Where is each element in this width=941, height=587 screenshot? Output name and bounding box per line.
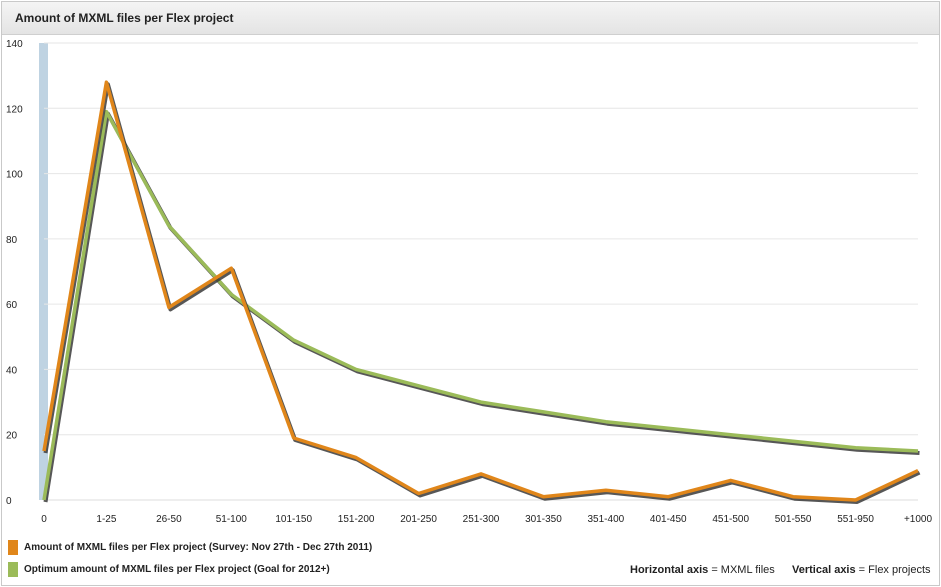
x-tick-label: +1000 bbox=[904, 514, 933, 525]
chart-legend: Amount of MXML files per Flex project (S… bbox=[8, 536, 372, 580]
y-tick-label: 60 bbox=[6, 300, 18, 311]
x-tick-label: 1-25 bbox=[96, 514, 116, 525]
legend-label-optimum: Optimum amount of MXML files per Flex pr… bbox=[24, 563, 330, 575]
y-tick-label: 100 bbox=[6, 170, 23, 181]
x-tick-label: 151-200 bbox=[338, 514, 375, 525]
x-tick-label: 51-100 bbox=[216, 514, 248, 525]
series-line-1 bbox=[42, 109, 919, 501]
x-tick-label: 501-550 bbox=[775, 514, 812, 525]
legend-swatch-survey bbox=[8, 539, 18, 555]
chart-header: Amount of MXML files per Flex project bbox=[2, 2, 939, 35]
x-tick-label: 101-150 bbox=[275, 514, 312, 525]
legend-label-survey: Amount of MXML files per Flex project (S… bbox=[24, 541, 373, 553]
y-tick-label: 0 bbox=[6, 496, 12, 507]
legend-item-optimum[interactable]: Optimum amount of MXML files per Flex pr… bbox=[8, 558, 372, 580]
x-tick-label: 401-450 bbox=[650, 514, 687, 525]
horizontal-axis-value: = MXML files bbox=[711, 564, 775, 576]
x-tick-label: 451-500 bbox=[712, 514, 749, 525]
vertical-axis-label: Vertical axis bbox=[792, 564, 856, 576]
horizontal-axis-note: Horizontal axis = MXML files bbox=[630, 564, 775, 576]
vertical-axis-value: = Flex projects bbox=[858, 564, 931, 576]
y-axis-bar bbox=[39, 43, 48, 500]
y-tick-label: 120 bbox=[6, 104, 23, 115]
y-tick-label: 140 bbox=[6, 39, 23, 50]
legend-swatch-optimum bbox=[8, 561, 18, 577]
horizontal-axis-label: Horizontal axis bbox=[630, 564, 709, 576]
series-line-0 bbox=[42, 80, 919, 502]
x-tick-label: 251-300 bbox=[463, 514, 500, 525]
x-tick-label: 351-400 bbox=[588, 514, 625, 525]
x-tick-label: 551-950 bbox=[837, 514, 874, 525]
y-tick-label: 40 bbox=[6, 365, 18, 376]
chart-title: Amount of MXML files per Flex project bbox=[15, 11, 234, 25]
vertical-axis-note: Vertical axis = Flex projects bbox=[792, 564, 931, 576]
x-tick-label: 26-50 bbox=[156, 514, 182, 525]
x-tick-label: 301-350 bbox=[525, 514, 562, 525]
y-tick-label: 20 bbox=[6, 431, 18, 442]
legend-item-survey[interactable]: Amount of MXML files per Flex project (S… bbox=[8, 536, 372, 558]
x-tick-label: 201-250 bbox=[400, 514, 437, 525]
x-tick-label: 0 bbox=[41, 514, 47, 525]
y-tick-label: 80 bbox=[6, 235, 18, 246]
